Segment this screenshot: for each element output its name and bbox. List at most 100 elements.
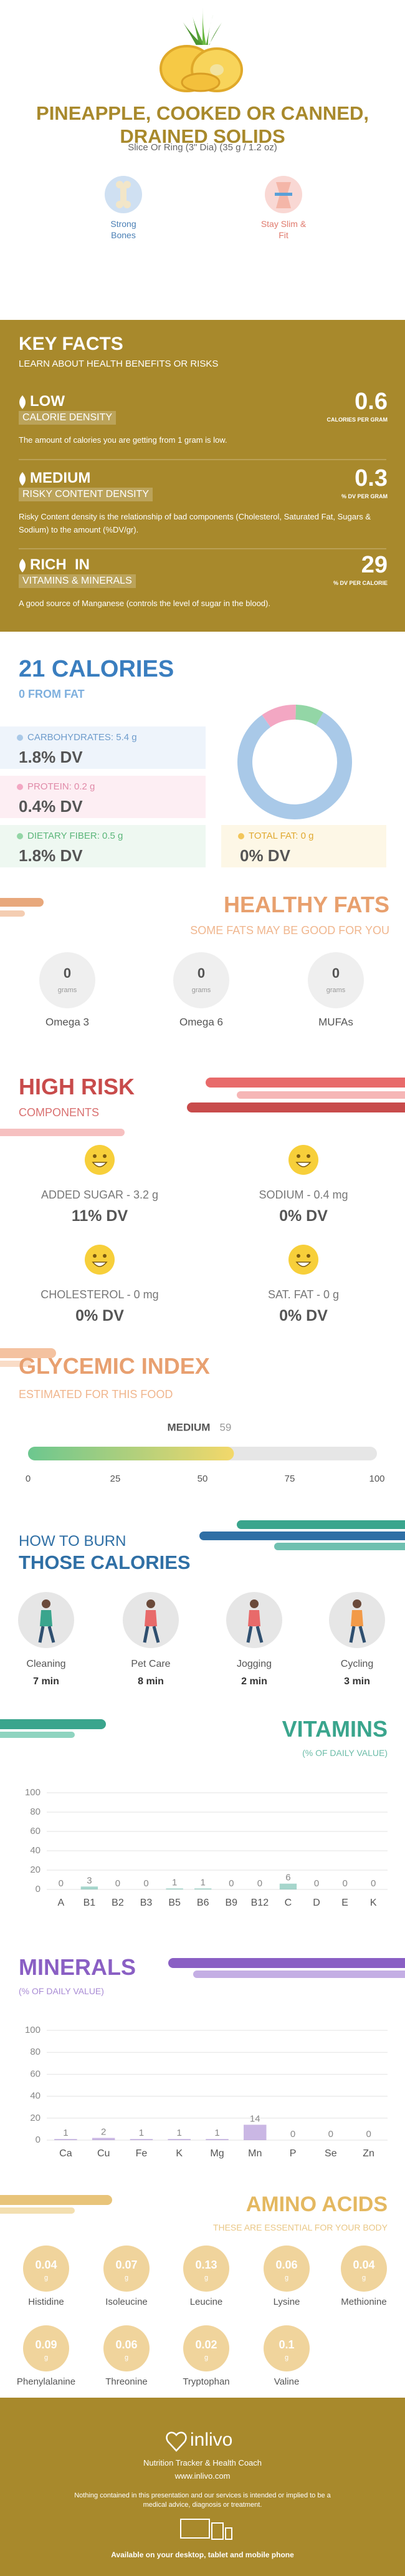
fat-name: Omega 3 <box>45 1016 89 1028</box>
value-label: 1 <box>139 2128 144 2138</box>
fat-value: 0 <box>64 965 71 981</box>
fact-description: Risky Content density is the relationshi… <box>19 512 371 534</box>
value-label: 1 <box>177 2128 182 2138</box>
decor-stripe <box>199 1532 405 1540</box>
fat-value: 0 <box>332 965 340 981</box>
x-tick-label: Ca <box>59 2148 72 2159</box>
amino-unit: g <box>44 2354 48 2361</box>
bar <box>80 1886 98 1889</box>
activity-name: Jogging <box>236 1659 272 1669</box>
footer-disclaimer: Nothing contained in this presentation a… <box>74 2492 331 2509</box>
fact-name: VITAMINS & MINERALS <box>19 574 136 588</box>
section-title: HEALTHY FATS <box>223 892 389 917</box>
fat-unit: grams <box>326 987 346 994</box>
nutrient-name: CARBOHYDRATES: 5.4 g <box>27 732 137 743</box>
value-label: 6 <box>285 1873 290 1883</box>
value-label: 14 <box>250 2113 260 2124</box>
nutrient-dot <box>17 833 23 839</box>
x-tick-label: B6 <box>197 1898 209 1908</box>
value-label: 0 <box>115 1878 120 1889</box>
y-tick-label: 40 <box>30 1845 40 1856</box>
value-label: 0 <box>257 1878 262 1889</box>
y-tick-label: 80 <box>30 1807 40 1817</box>
amino-name: Histidine <box>28 2297 64 2307</box>
value-label: 1 <box>201 1877 206 1888</box>
nutrient-name: PROTEIN: 0.2 g <box>27 781 95 792</box>
x-tick-label: 0 <box>26 1474 31 1484</box>
value-label: 1 <box>214 2128 219 2138</box>
person-legs <box>38 1626 55 1643</box>
amino-value: 0.06 <box>115 2338 137 2351</box>
amino-circle <box>103 2246 150 2292</box>
face <box>288 1245 318 1275</box>
risk-name: SODIUM - 0.4 mg <box>259 1189 348 1201</box>
y-tick-label: 100 <box>25 2025 40 2035</box>
amino-value: 0.13 <box>195 2259 217 2271</box>
x-tick-label: B3 <box>140 1898 153 1908</box>
nutrient-background <box>221 825 386 867</box>
y-tick-label: 0 <box>36 2135 40 2145</box>
decor-stripe <box>206 1078 405 1088</box>
value-label: 2 <box>101 2126 106 2137</box>
nutrient-dv: 0% DV <box>240 846 290 865</box>
decor-stripe <box>0 2207 75 2214</box>
fact-icon <box>19 559 26 572</box>
bar <box>92 2138 115 2140</box>
amino-circle <box>23 2246 69 2292</box>
y-tick-label: 20 <box>30 1864 40 1875</box>
bar <box>166 1888 183 1889</box>
key-facts-background <box>0 320 405 632</box>
serving: Slice Or Ring (3" Dia) (35 g / 1.2 oz) <box>128 142 277 153</box>
amino-circle <box>183 2325 229 2371</box>
x-tick-label: 100 <box>369 1474 384 1484</box>
person-legs <box>143 1626 160 1643</box>
activity-time: 8 min <box>138 1676 164 1687</box>
pineapple-leaf <box>209 22 222 45</box>
value-label: 0 <box>328 2129 333 2139</box>
y-tick-label: 0 <box>36 1884 40 1894</box>
x-tick-label: K <box>176 2148 183 2159</box>
bar <box>206 2139 229 2140</box>
fact-description: The amount of calories you are getting f… <box>19 435 227 445</box>
amino-circle <box>103 2325 150 2371</box>
fact-name: CALORIE DENSITY <box>19 411 117 425</box>
footer-availability: Available on your desktop, tablet and mo… <box>111 2550 294 2559</box>
fact-value: 29 <box>361 552 388 578</box>
nutrient-dv: 1.8% DV <box>19 748 83 766</box>
risk-name: ADDED SUGAR - 3.2 g <box>40 1189 159 1201</box>
y-tick-label: 60 <box>30 2068 40 2079</box>
person-head <box>42 1599 50 1608</box>
decor-stripe <box>0 1732 75 1738</box>
gauge-fill <box>28 1447 234 1460</box>
face-eye <box>103 1254 107 1258</box>
fat-circle <box>173 952 229 1008</box>
bar <box>54 2139 77 2140</box>
footer-tagline: Nutrition Tracker & Health Coach <box>143 2458 262 2467</box>
fat-circle <box>308 952 364 1008</box>
y-tick-label: 20 <box>30 2113 40 2123</box>
amino-value: 0.04 <box>35 2259 57 2271</box>
person-body <box>351 1610 363 1626</box>
face-eye <box>297 1254 300 1258</box>
section-subtitle: (% OF DAILY VALUE) <box>302 1748 388 1758</box>
face <box>288 1145 318 1175</box>
x-tick-label: D <box>313 1898 320 1908</box>
section-kicker: HOW TO BURN <box>19 1533 126 1550</box>
x-tick-label: B9 <box>226 1898 238 1908</box>
activity-name: Cycling <box>340 1659 374 1669</box>
nutrient-background <box>0 776 206 818</box>
footer-background <box>0 2398 405 2576</box>
bar <box>244 2125 267 2140</box>
y-tick-label: 60 <box>30 1826 40 1836</box>
badge-label: Strong Bones <box>110 219 136 240</box>
pineapple-leaf <box>202 7 206 45</box>
risk-dv: 0% DV <box>279 1307 328 1324</box>
value-label: 0 <box>371 1878 376 1889</box>
x-tick-label: C <box>285 1898 292 1908</box>
x-tick-label: K <box>370 1898 377 1908</box>
person-head <box>250 1599 259 1608</box>
x-tick-label: Mn <box>248 2148 262 2159</box>
fact-description: A good source of Manganese (controls the… <box>19 599 270 608</box>
amino-name: Isoleucine <box>105 2297 148 2307</box>
